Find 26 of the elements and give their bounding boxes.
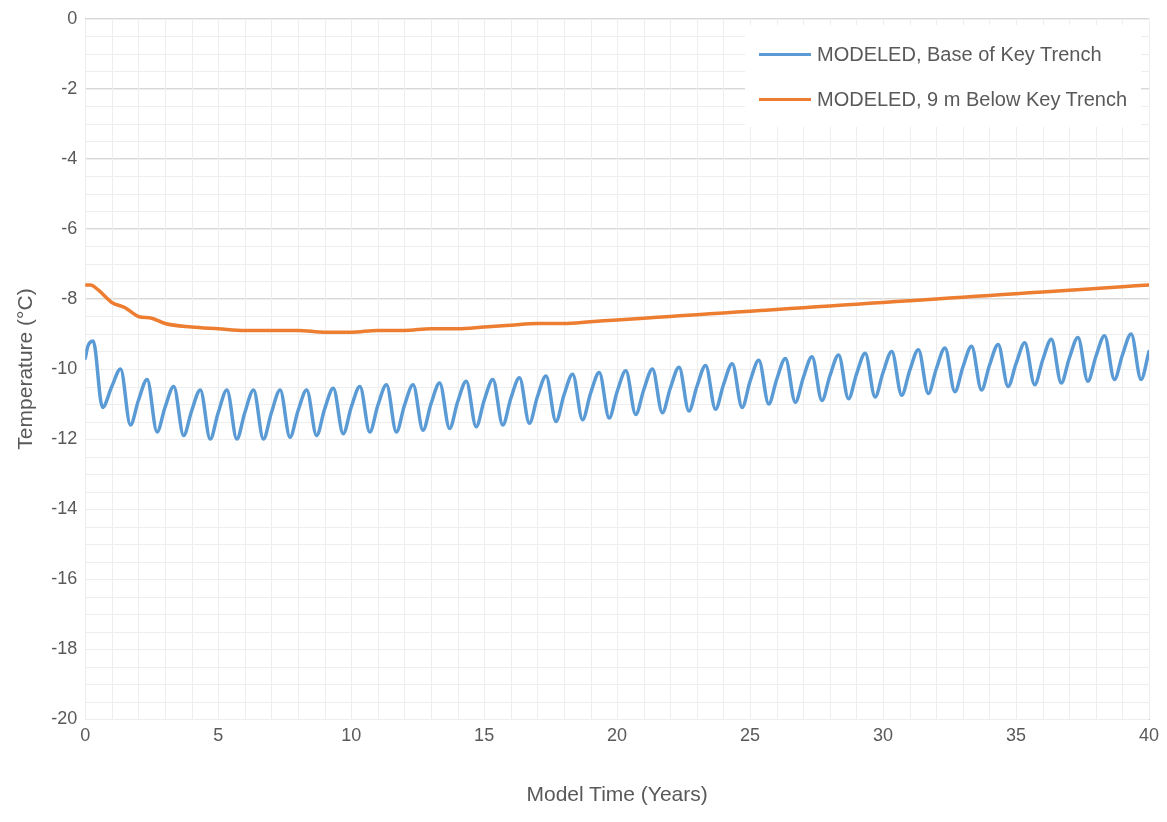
y-tick-label: -18 bbox=[51, 638, 78, 659]
x-tick-label: 25 bbox=[740, 724, 761, 745]
y-tick-label: -4 bbox=[61, 147, 78, 168]
y-tick-label: 0 bbox=[67, 7, 78, 28]
y-tick-label: -8 bbox=[61, 287, 78, 308]
legend-label: MODELED, 9 m Below Key Trench bbox=[817, 87, 1128, 111]
x-tick-label: 10 bbox=[341, 724, 362, 745]
x-tick-label: 20 bbox=[607, 724, 628, 745]
x-tick-label: 35 bbox=[1006, 724, 1027, 745]
y-axis-title: Temperature (°C) bbox=[13, 288, 37, 450]
legend-label: MODELED, Base of Key Trench bbox=[817, 42, 1102, 66]
y-tick-label: -16 bbox=[51, 568, 78, 589]
x-axis-title: Model Time (Years) bbox=[526, 782, 708, 806]
x-tick-label: 5 bbox=[213, 724, 224, 745]
x-tick-label: 15 bbox=[474, 724, 495, 745]
y-tick-label: -20 bbox=[51, 708, 78, 729]
y-tick-label: -6 bbox=[61, 217, 78, 238]
x-tick-label: 0 bbox=[80, 724, 91, 745]
y-tick-label: -12 bbox=[51, 428, 78, 449]
line-series bbox=[85, 332, 1149, 441]
x-tick-label: 40 bbox=[1138, 724, 1160, 745]
line-series bbox=[85, 283, 1149, 334]
y-tick-label: -10 bbox=[51, 357, 78, 378]
y-tick-label: -2 bbox=[61, 77, 78, 98]
y-tick-label: -14 bbox=[51, 498, 78, 519]
x-tick-label: 30 bbox=[873, 724, 894, 745]
